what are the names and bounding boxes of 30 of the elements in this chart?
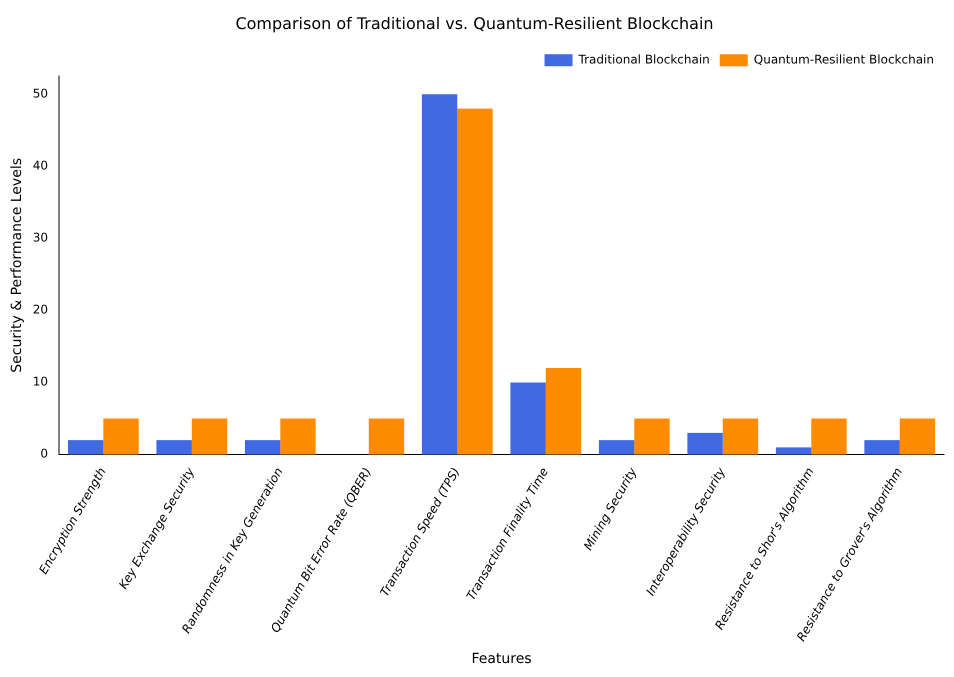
- bar: [156, 440, 192, 455]
- y-tick-label: 10: [32, 374, 48, 389]
- bar: [422, 94, 458, 455]
- x-axis-title: Features: [471, 651, 532, 668]
- bar: [510, 382, 546, 455]
- bar: [546, 368, 582, 455]
- bar: [687, 432, 723, 455]
- bar: [811, 418, 847, 455]
- y-axis-title: Security & Performance Levels: [9, 158, 26, 373]
- bar: [598, 440, 634, 455]
- bar: [457, 108, 493, 455]
- bar: [68, 440, 104, 455]
- legend-label: Quantum-Resilient Blockchain: [754, 52, 934, 66]
- bar: [192, 418, 228, 455]
- bar: [900, 418, 936, 455]
- bar: [368, 418, 404, 455]
- bar: [722, 418, 758, 455]
- bar: [244, 440, 280, 455]
- y-tick-label: 20: [32, 302, 48, 317]
- bar: [103, 418, 139, 455]
- y-tick-label: 0: [40, 446, 48, 461]
- bar: [634, 418, 670, 455]
- bar: [776, 447, 812, 455]
- y-tick-label: 40: [32, 158, 48, 172]
- legend-label: Traditional Blockchain: [578, 52, 710, 66]
- bar: [864, 440, 900, 455]
- y-tick-label: 30: [32, 230, 48, 244]
- y-tick-label: 50: [32, 86, 48, 100]
- bar: [280, 418, 316, 455]
- chart-title: Comparison of Traditional vs. Quantum-Resilient Blockchain: [235, 14, 714, 33]
